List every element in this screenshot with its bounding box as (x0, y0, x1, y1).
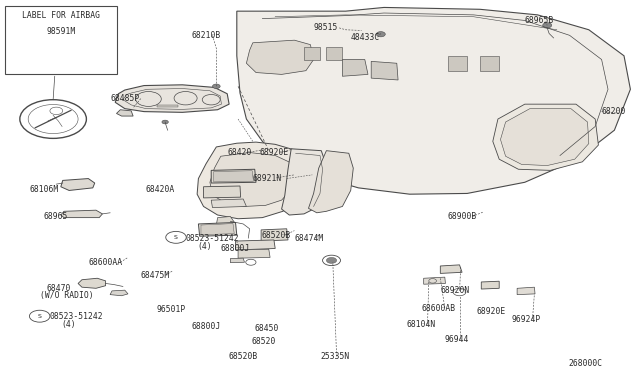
Polygon shape (116, 110, 133, 116)
Text: 68210B: 68210B (192, 31, 221, 40)
Polygon shape (448, 56, 467, 71)
Text: 08523-51242: 08523-51242 (186, 234, 239, 243)
Text: 68920E: 68920E (477, 307, 506, 316)
Text: 68470: 68470 (46, 284, 70, 293)
Text: 96501P: 96501P (157, 305, 186, 314)
Text: 68600AB: 68600AB (421, 304, 455, 312)
Text: 98591M: 98591M (47, 27, 76, 36)
Polygon shape (211, 169, 256, 183)
Text: 96924P: 96924P (512, 315, 541, 324)
Polygon shape (282, 149, 326, 215)
Polygon shape (238, 249, 270, 258)
Polygon shape (480, 56, 499, 71)
Polygon shape (246, 40, 314, 74)
Text: 48433C: 48433C (351, 33, 380, 42)
Polygon shape (230, 258, 244, 263)
Polygon shape (61, 210, 102, 218)
Polygon shape (261, 229, 288, 241)
Text: (4): (4) (197, 242, 212, 251)
Text: 68420: 68420 (227, 148, 252, 157)
Text: 68475M: 68475M (141, 271, 170, 280)
Polygon shape (326, 46, 342, 60)
Polygon shape (440, 265, 462, 273)
Polygon shape (517, 287, 535, 295)
Polygon shape (304, 46, 320, 60)
Text: 68800J: 68800J (192, 322, 221, 331)
Text: 98515: 98515 (314, 23, 338, 32)
Text: 68965B: 68965B (525, 16, 554, 25)
Polygon shape (110, 290, 128, 296)
Polygon shape (201, 224, 234, 235)
Text: 68920E: 68920E (259, 148, 289, 157)
Text: 68900B: 68900B (448, 212, 477, 221)
Text: 25335N: 25335N (320, 352, 349, 361)
Text: 68520: 68520 (252, 337, 276, 346)
Circle shape (326, 257, 337, 263)
Polygon shape (371, 61, 398, 80)
Text: S: S (174, 235, 178, 240)
Polygon shape (216, 217, 236, 227)
Text: 68474M: 68474M (294, 234, 324, 243)
Polygon shape (210, 153, 294, 206)
Polygon shape (236, 240, 275, 250)
Text: 68485P: 68485P (110, 94, 140, 103)
Text: 68104N: 68104N (406, 320, 436, 329)
Polygon shape (197, 142, 307, 219)
Circle shape (212, 84, 220, 89)
Polygon shape (424, 277, 445, 284)
Polygon shape (308, 151, 353, 213)
Text: 268000C: 268000C (568, 359, 602, 368)
Polygon shape (342, 60, 368, 76)
Text: 68921N: 68921N (253, 174, 282, 183)
Polygon shape (115, 85, 229, 112)
Polygon shape (78, 278, 106, 288)
Text: LABEL FOR AIRBAG: LABEL FOR AIRBAG (22, 11, 100, 20)
Polygon shape (198, 222, 237, 236)
Polygon shape (214, 171, 253, 182)
Text: 68450: 68450 (255, 324, 279, 333)
Polygon shape (500, 109, 589, 166)
Text: 68920N: 68920N (440, 286, 470, 295)
Polygon shape (61, 179, 95, 190)
Text: 68200: 68200 (602, 107, 626, 116)
Text: 08523-51242: 08523-51242 (50, 312, 104, 321)
Text: 68420A: 68420A (146, 185, 175, 194)
Text: 68965: 68965 (44, 212, 68, 221)
Text: (W/O RADIO): (W/O RADIO) (40, 291, 94, 300)
Text: 68520B: 68520B (261, 231, 291, 240)
Text: 68600AA: 68600AA (88, 258, 122, 267)
Circle shape (162, 120, 168, 124)
Polygon shape (481, 281, 499, 289)
Circle shape (543, 23, 552, 28)
Text: 96944: 96944 (445, 335, 469, 344)
Text: 68800J: 68800J (221, 244, 250, 253)
Circle shape (376, 32, 385, 37)
Polygon shape (204, 186, 241, 198)
Text: (4): (4) (61, 320, 76, 329)
Text: S: S (38, 314, 42, 319)
Polygon shape (493, 104, 598, 170)
Polygon shape (237, 7, 630, 194)
Polygon shape (211, 199, 246, 208)
Text: 68106M: 68106M (29, 185, 59, 194)
Polygon shape (157, 105, 178, 107)
Text: 68520B: 68520B (228, 352, 258, 361)
